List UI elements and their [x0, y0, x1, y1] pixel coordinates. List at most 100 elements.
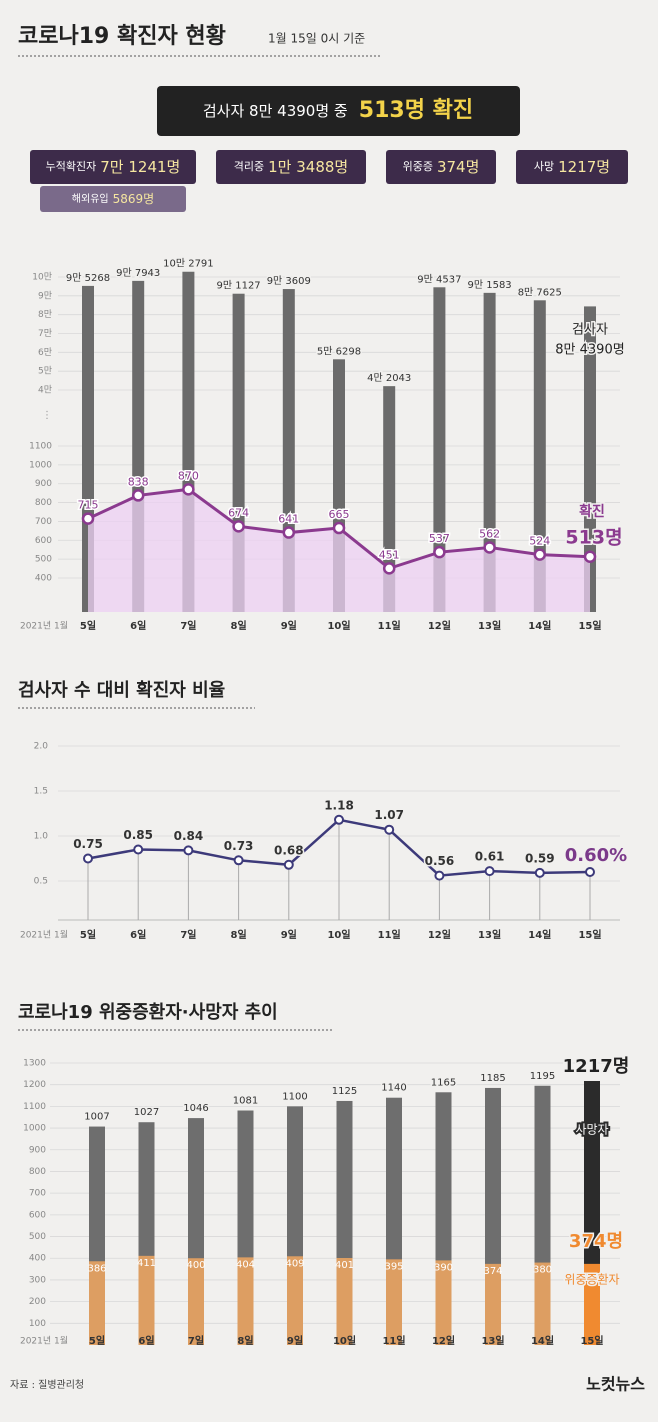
point-label: 0.60%	[565, 845, 627, 866]
y-tick-label: 1.0	[34, 832, 49, 842]
point-label: 0.85	[123, 828, 153, 842]
bar	[435, 1260, 452, 1345]
bar	[383, 386, 396, 612]
stat-label: 사망	[534, 160, 554, 173]
point-label: 870	[178, 469, 199, 482]
stat-value: 1만 3488명	[268, 158, 348, 176]
point	[585, 867, 595, 877]
x-tick-label: 5일	[80, 619, 96, 632]
bar-label: 374명	[569, 1231, 623, 1252]
x-tick-label: 6일	[130, 619, 146, 632]
bar-label: 9만 1583	[467, 279, 511, 291]
stat: 사망 1217명	[534, 158, 610, 176]
x-tick-label: 11일	[378, 619, 401, 632]
y-tick-label: 7만	[38, 328, 52, 339]
point	[81, 512, 95, 525]
axis-break: ⋮	[42, 410, 52, 421]
point-label: 715	[78, 499, 99, 512]
point	[483, 541, 496, 554]
y-tick-label: 1.5	[34, 787, 48, 797]
point-label: 562	[479, 527, 500, 540]
x-tick-label: 15일	[580, 1334, 603, 1347]
bar-label: 409	[285, 1258, 304, 1269]
y-tick-label: 5만	[38, 366, 52, 377]
bar-label: 9만 5268	[66, 272, 110, 284]
x-tick-label: 15일	[578, 619, 601, 632]
bar-label: 9만 3609	[267, 275, 311, 287]
stat: 위중증 374명	[403, 158, 480, 176]
x-tick-label: 12일	[432, 1334, 455, 1347]
bar-label: 411	[137, 1258, 156, 1269]
x-tick-label: 10일	[333, 1334, 356, 1347]
y-tick-label: 100	[29, 1319, 46, 1329]
point	[382, 562, 396, 575]
bar-label: 400	[186, 1260, 205, 1271]
y-tick-label: 900	[29, 1145, 46, 1155]
point	[533, 548, 547, 561]
chart-title: 코로나19 위중증환자·사망자 추이	[18, 1001, 278, 1023]
y-tick-label: 400	[35, 574, 52, 584]
x-tick-label: 12일	[428, 928, 451, 941]
stat-label: 누적확진자	[46, 160, 97, 173]
stat-value: 7만 1241명	[100, 158, 180, 176]
stat: 격리중 1만 3488명	[234, 158, 348, 176]
bar-label: 1081	[233, 1096, 258, 1107]
stat-label: 해외유입	[72, 192, 109, 205]
stat-value: 374명	[437, 158, 479, 176]
x-tick-label: 9일	[281, 619, 297, 632]
x-tick-label: 15일	[578, 928, 601, 941]
x-tick-label: 8일	[237, 1334, 253, 1347]
y-tick-label: 700	[35, 517, 52, 527]
x-tick-label: 8일	[231, 928, 247, 941]
x-tick-label: 10일	[327, 619, 350, 632]
annotation: 사망자	[575, 1123, 608, 1137]
bar	[533, 300, 546, 612]
bar-label: 1046	[183, 1103, 208, 1114]
bar-label: 1027	[134, 1107, 159, 1118]
x-tick-label: 5일	[80, 928, 96, 941]
x-tick-label: 5일	[89, 1334, 105, 1347]
point-label: 674	[228, 506, 249, 519]
stat-value: 1217명	[558, 158, 610, 176]
bar-label: 390	[434, 1262, 453, 1273]
bar-label: 8만 7625	[518, 286, 562, 298]
y-tick-label: 200	[29, 1297, 46, 1307]
bar-label: 1125	[332, 1086, 357, 1097]
point	[133, 844, 144, 855]
y-tick-label: 1200	[23, 1080, 46, 1090]
y-tick-label: 1000	[29, 460, 52, 470]
bar-label: 1165	[431, 1077, 456, 1088]
x-tick-label: 7일	[188, 1334, 204, 1347]
bar-label: 401	[335, 1260, 354, 1271]
bar-label: 9만 7943	[116, 267, 160, 279]
y-tick-label: 600	[35, 536, 52, 546]
title: 코로나19 확진자 현황	[18, 24, 226, 49]
point	[384, 824, 395, 835]
x-prefix: 2021년 1월	[20, 620, 68, 632]
bar-label: 1100	[282, 1091, 307, 1102]
point	[332, 521, 346, 535]
x-tick-label: 7일	[180, 619, 196, 632]
stat-value: 5869명	[113, 192, 155, 206]
sub-stat-box	[40, 186, 186, 212]
point	[232, 520, 245, 533]
point-label: 0.59	[525, 851, 555, 865]
point	[434, 870, 445, 881]
y-tick-label: 0.5	[34, 877, 48, 887]
point-label: 0.84	[174, 829, 204, 843]
x-tick-label: 13일	[478, 928, 501, 941]
x-tick-label: 14일	[531, 1334, 554, 1347]
point-label: 513명	[565, 527, 622, 549]
point-label: 665	[329, 508, 350, 521]
x-tick-label: 13일	[481, 1334, 504, 1347]
x-tick-label: 7일	[180, 928, 196, 941]
y-tick-label: 600	[29, 1210, 46, 1220]
y-tick-label: 300	[29, 1275, 46, 1285]
y-tick-label: 500	[35, 555, 52, 565]
y-tick-label: 1300	[23, 1059, 46, 1069]
y-tick-label: 800	[29, 1167, 46, 1177]
y-tick-label: 1100	[29, 442, 52, 452]
point	[484, 866, 495, 877]
annotation: 검사자	[572, 323, 608, 338]
